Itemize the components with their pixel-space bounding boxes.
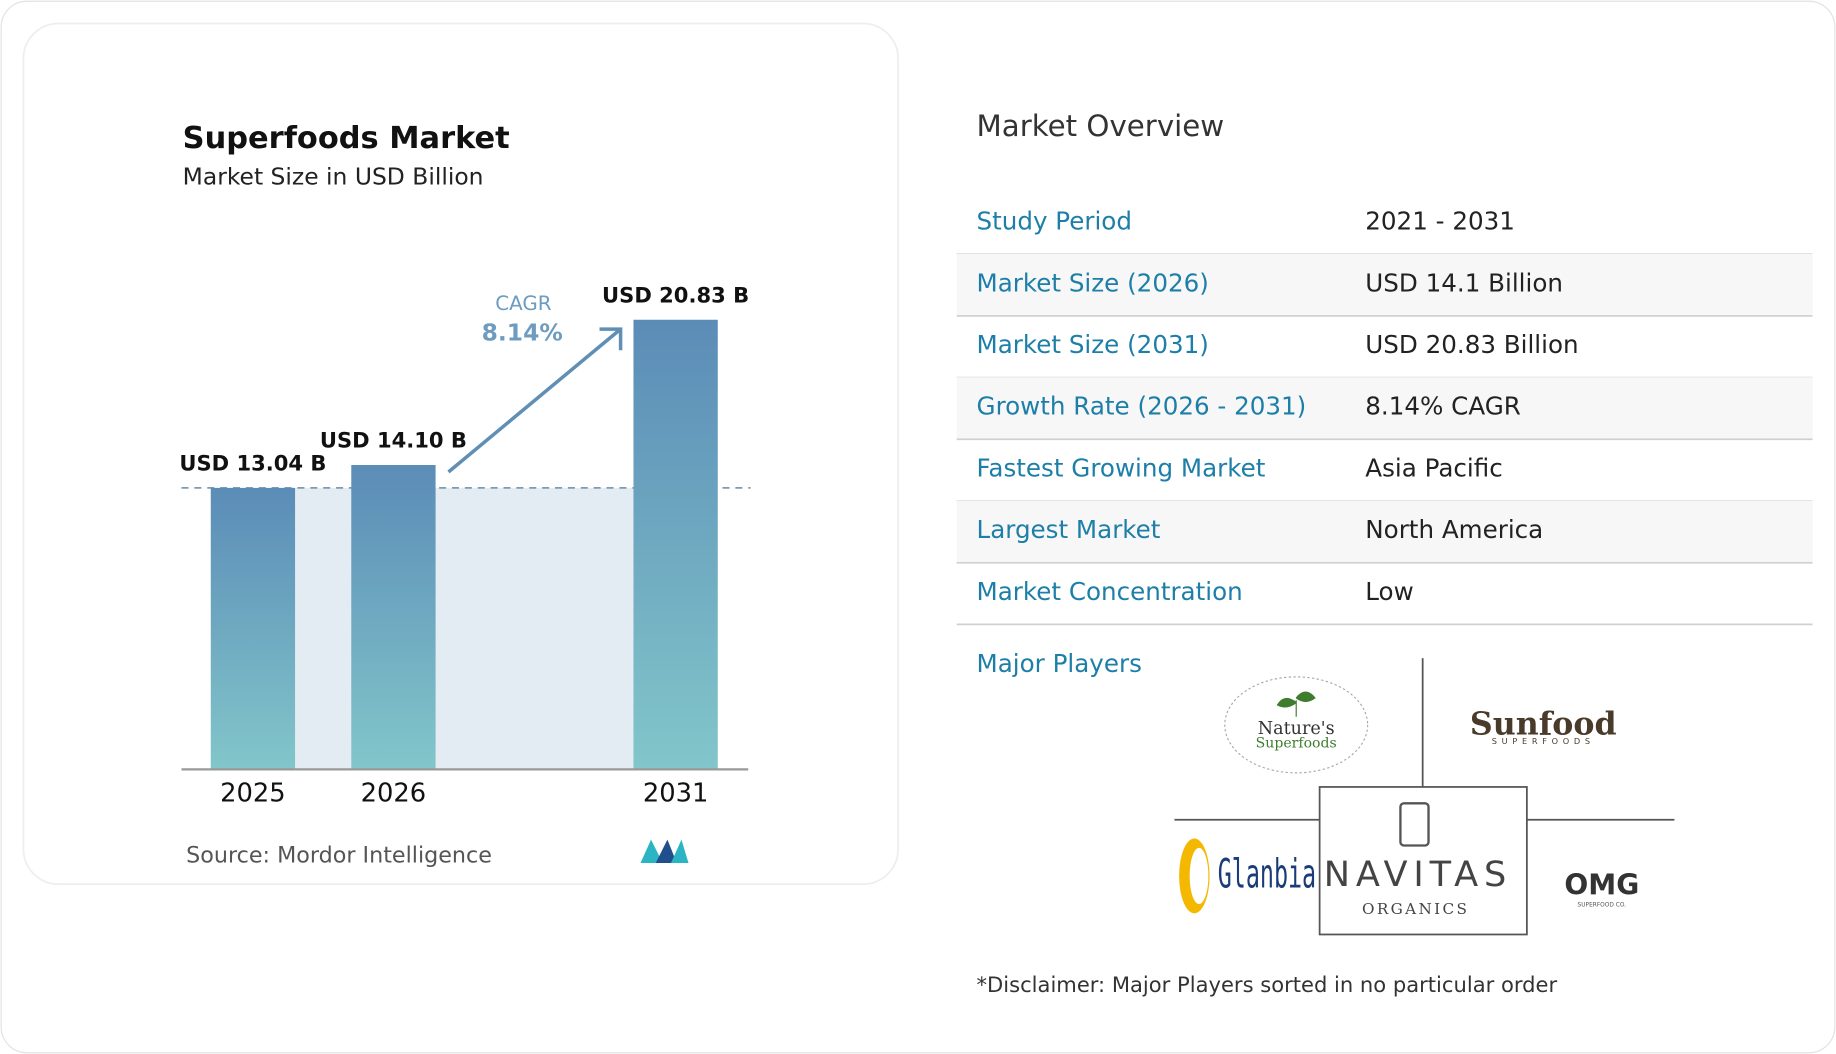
- logo-text: ORGANICS: [1362, 900, 1469, 918]
- brand-logo: [640, 839, 689, 864]
- row-shade: [956, 377, 1813, 439]
- source: Source: Mordor Intelligence: [186, 843, 492, 869]
- players-label: Major Players: [977, 649, 1142, 678]
- logo-mark: [1399, 802, 1430, 847]
- row-value: 8.14% CAGR: [1365, 392, 1521, 421]
- logo-text: SUPERFOODS: [1492, 736, 1595, 746]
- row-label: Market Concentration: [977, 577, 1243, 606]
- bar: [633, 319, 718, 770]
- logo-text: SUPERFOOD CO.: [1578, 903, 1627, 909]
- logo-text: Sunfood: [1470, 706, 1617, 743]
- value-label: USD 13.04 B: [179, 450, 326, 475]
- x-tick-label: 2031: [643, 778, 709, 808]
- logo-ring: [1224, 676, 1369, 774]
- logo-text: Nature's: [1258, 719, 1335, 739]
- row-label: Fastest Growing Market: [977, 453, 1266, 482]
- row-value: Asia Pacific: [1365, 453, 1502, 482]
- row-value: USD 14.1 Billion: [1365, 268, 1563, 297]
- row-label: Largest Market: [977, 515, 1161, 544]
- players-grid: [1174, 658, 1675, 936]
- chart-subtitle: Market Size in USD Billion: [183, 163, 484, 191]
- row-shade: [956, 500, 1813, 562]
- logo-text: NAVITAS: [1324, 854, 1512, 895]
- overview-table: Study Period 2021 - 2031 Market Size (2026…: [956, 207, 1813, 626]
- cagr-label: CAGR: [495, 292, 552, 315]
- logo-mark: [1189, 847, 1209, 905]
- row-value: 2021 - 2031: [1365, 207, 1515, 236]
- row-label: Study Period: [977, 207, 1132, 236]
- row-shade: [956, 253, 1813, 315]
- x-tick-label: 2026: [361, 778, 427, 808]
- disclaimer: *Disclaimer: Major Players sorted in no …: [977, 972, 1558, 997]
- cagr-arrow: [447, 327, 623, 474]
- row-label: Market Size (2031): [977, 330, 1209, 359]
- chart-title: Superfoods Market: [183, 121, 510, 156]
- row-label: Growth Rate (2026 - 2031): [977, 392, 1307, 421]
- bar: [351, 465, 436, 770]
- logo-text: OMG: [1564, 868, 1639, 901]
- logo-leaf: [1276, 691, 1316, 717]
- x-tick-label: 2025: [220, 778, 286, 808]
- row-value: Low: [1365, 577, 1413, 606]
- cagr-value: 8.14%: [482, 318, 563, 346]
- value-label: USD 20.83 B: [602, 282, 749, 307]
- reference-area: [295, 487, 634, 770]
- row-value: North America: [1365, 515, 1543, 544]
- value-label: USD 14.10 B: [320, 428, 467, 453]
- logo-text: Superfoods: [1256, 736, 1337, 752]
- overview-title: Market Overview: [977, 109, 1225, 143]
- row-label: Market Size (2026): [977, 268, 1209, 297]
- logo-text: Glanbia: [1218, 852, 1316, 898]
- row-value: USD 20.83 Billion: [1365, 330, 1578, 359]
- bar: [210, 487, 296, 770]
